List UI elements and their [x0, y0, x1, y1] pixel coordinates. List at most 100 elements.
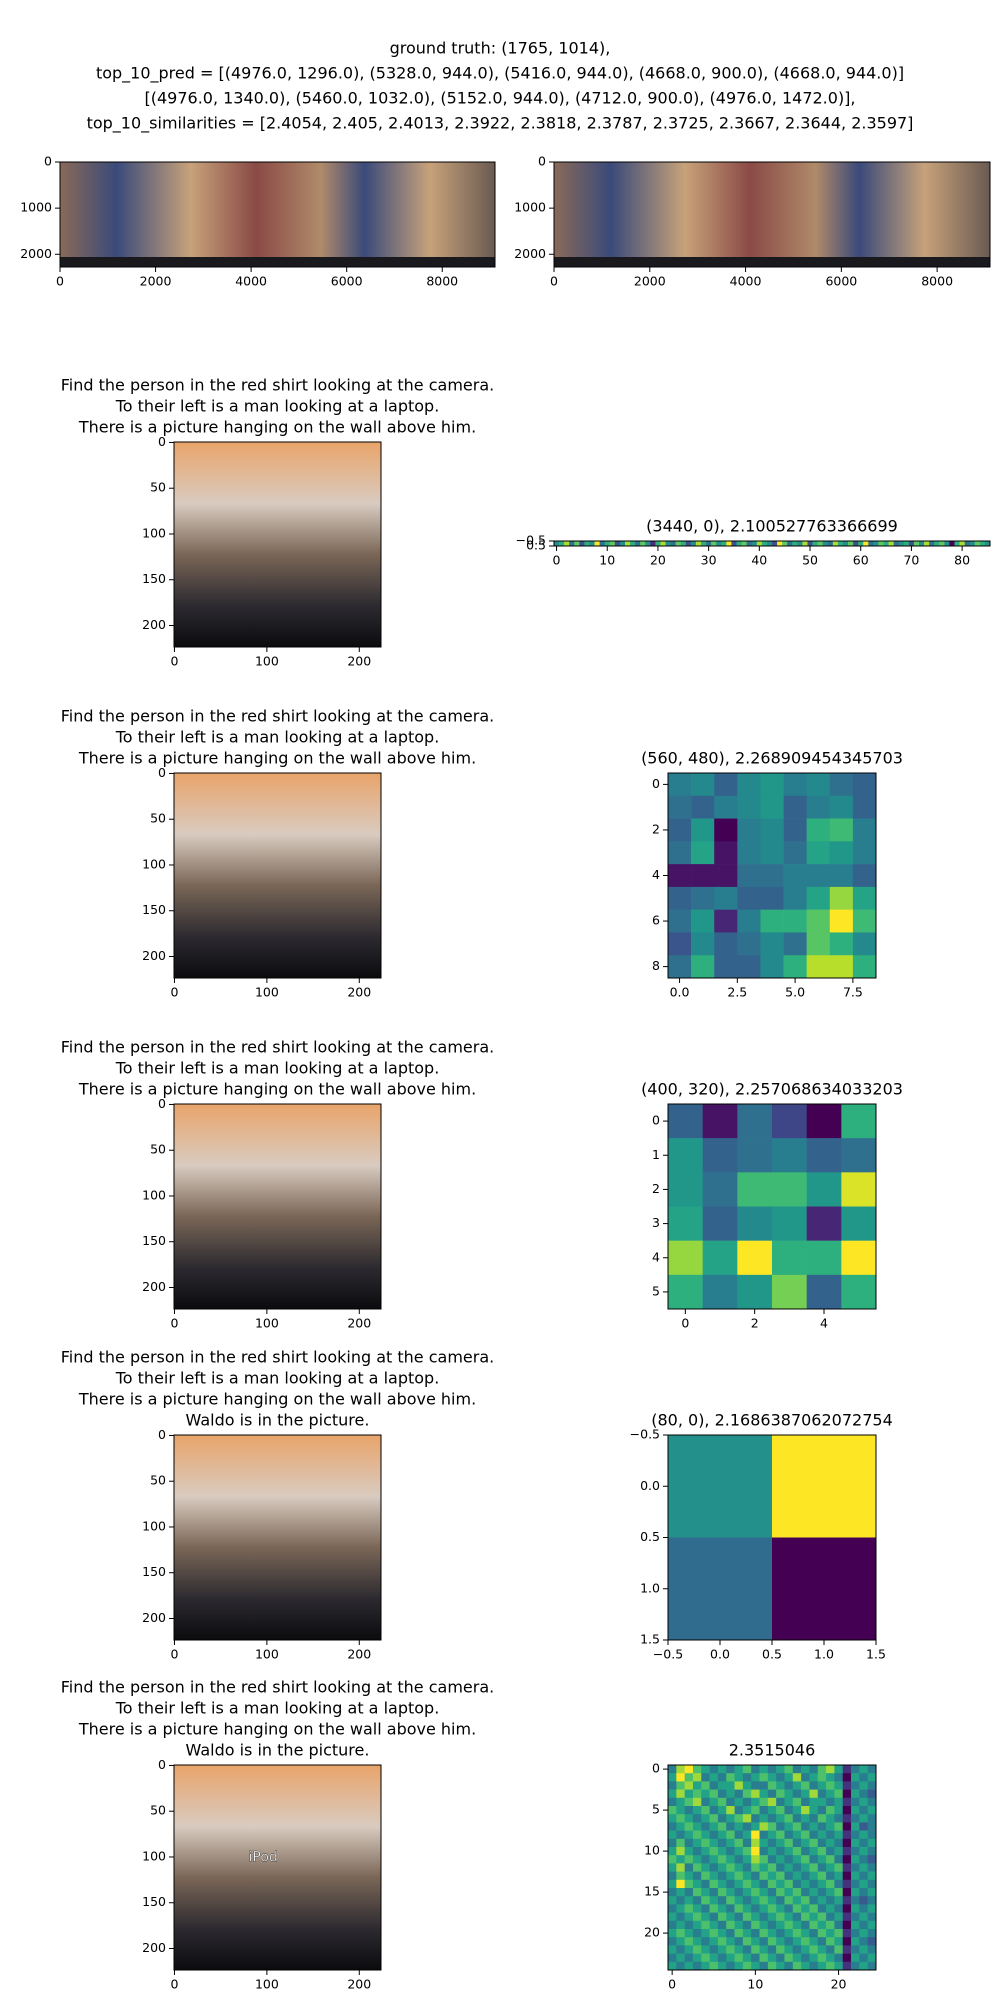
heatmap-cell: [760, 841, 784, 865]
heatmap-cell: [867, 1789, 877, 1799]
heatmap-cell: [852, 818, 877, 842]
heatmap-cell: [701, 1781, 710, 1790]
heatmap-cell: [668, 1138, 703, 1173]
heatmap-cell: [784, 1961, 794, 1971]
heatmap-cell: [668, 1822, 677, 1831]
heatmap-cell: [734, 1904, 744, 1913]
heatmap-cell: [737, 818, 761, 842]
heatmap-cell: [691, 773, 715, 797]
heatmap-cell: [817, 1937, 827, 1946]
heatmap-cell: [822, 541, 829, 547]
heatmap-cell: [684, 1904, 694, 1913]
heatmap-cell: [691, 932, 715, 956]
heatmap-cell: [742, 1847, 752, 1856]
heatmap-cell: [979, 541, 986, 547]
heatmap-cell: [759, 1765, 769, 1774]
heatmap-cell: [742, 1937, 752, 1946]
heatmap-cell: [784, 1806, 794, 1815]
heatmap-cell: [759, 1781, 769, 1790]
heatmap-cell: [680, 541, 687, 547]
heatmap-cell: [701, 1814, 710, 1823]
heatmap-cell: [684, 1806, 694, 1815]
heatmap-cell: [852, 932, 877, 956]
heatmap-cell: [851, 1806, 860, 1815]
heatmap-cell: [701, 1806, 710, 1815]
heatmap-cell: [809, 1773, 819, 1782]
heatmap-cell: [624, 541, 631, 547]
heatmap-cell: [809, 1855, 819, 1864]
x-tick-label: 0: [550, 274, 558, 289]
x-tick-label: 0: [170, 654, 178, 669]
heatmap-cell: [709, 1789, 719, 1799]
heatmap-cell: [851, 1797, 860, 1807]
heatmap-cell: [640, 541, 646, 547]
x-tick-label: 200: [347, 1647, 371, 1662]
caption: Find the person in the red shirt looking…: [61, 1038, 494, 1057]
x-tick-label: 8000: [426, 274, 458, 289]
heatmap-cell: [751, 1838, 760, 1848]
heatmap-cell: [701, 1797, 710, 1807]
heatmap-cell: [834, 1830, 844, 1840]
heatmap-cell: [702, 1172, 738, 1207]
heatmap-cell: [859, 1855, 868, 1864]
heatmap-cell: [834, 1814, 844, 1823]
heatmap-cell: [842, 1838, 852, 1848]
heatmap-cell: [717, 1863, 727, 1872]
heatmap-cell: [676, 1773, 685, 1782]
heatmap-cell: [842, 1871, 852, 1881]
heatmap-cell: [859, 1937, 868, 1946]
heatmap-cell: [676, 1953, 685, 1963]
heatmap-cell: [867, 1773, 877, 1782]
heatmap-cell: [826, 1937, 835, 1946]
y-tick-label: 100: [142, 1187, 166, 1202]
heatmap-cell: [806, 1206, 842, 1241]
heatmap-cell: [817, 541, 823, 547]
heatmap-cell: [709, 1953, 719, 1963]
heatmap-cell: [759, 1855, 769, 1864]
heatmap-cell: [784, 1929, 794, 1938]
y-tick-label: 0: [538, 154, 546, 169]
heatmap-cell: [841, 1172, 877, 1207]
heatmap-cell: [784, 1863, 794, 1872]
heatmap-cell: [717, 1904, 727, 1913]
heatmap-cell: [817, 1847, 827, 1856]
heatmap-cell: [668, 1781, 677, 1790]
heatmap-cell: [801, 1773, 810, 1782]
heatmap-cell: [767, 1830, 777, 1840]
heatmap-cell: [859, 1904, 868, 1913]
heatmap-cell: [695, 541, 702, 547]
heatmap-cell: [842, 1855, 852, 1864]
heatmap-cell: [767, 1961, 777, 1971]
heatmap-cell: [809, 1822, 819, 1831]
heatmap-cell: [742, 1896, 752, 1905]
heatmap-cell: [776, 1781, 785, 1790]
heatmap-cell: [842, 1937, 852, 1946]
photo: [174, 1765, 381, 1970]
photo: [174, 1104, 381, 1309]
heatmap-cell: [772, 1138, 807, 1173]
caption: There is a picture hanging on the wall a…: [78, 1390, 476, 1409]
heatmap-cell: [759, 1904, 769, 1913]
photo: [174, 773, 381, 978]
photo: [174, 1435, 381, 1640]
heatmap-cell: [826, 1888, 835, 1897]
heatmap-cell: [714, 864, 738, 888]
heatmap-cell: [867, 1871, 877, 1881]
heatmap-cell: [783, 864, 807, 888]
heatmap-cell: [784, 1855, 794, 1864]
heatmap-cell: [726, 1847, 735, 1856]
heatmap-cell: [834, 1937, 844, 1946]
heatmap-cell: [867, 1830, 877, 1840]
heatmap-cell: [668, 1172, 703, 1207]
heatmap-cell: [834, 1822, 844, 1831]
heatmap-cell: [717, 1871, 727, 1881]
caption: There is a picture hanging on the wall a…: [78, 1080, 476, 1099]
y-tick-label: 4: [652, 867, 660, 882]
heatmap-cell: [834, 1863, 844, 1872]
heatmap-cell: [759, 1937, 769, 1946]
heatmap-cell: [726, 1789, 735, 1799]
heatmap-cell: [751, 1814, 760, 1823]
heatmap-cell: [792, 1904, 802, 1913]
heatmap-cell: [709, 1855, 719, 1864]
